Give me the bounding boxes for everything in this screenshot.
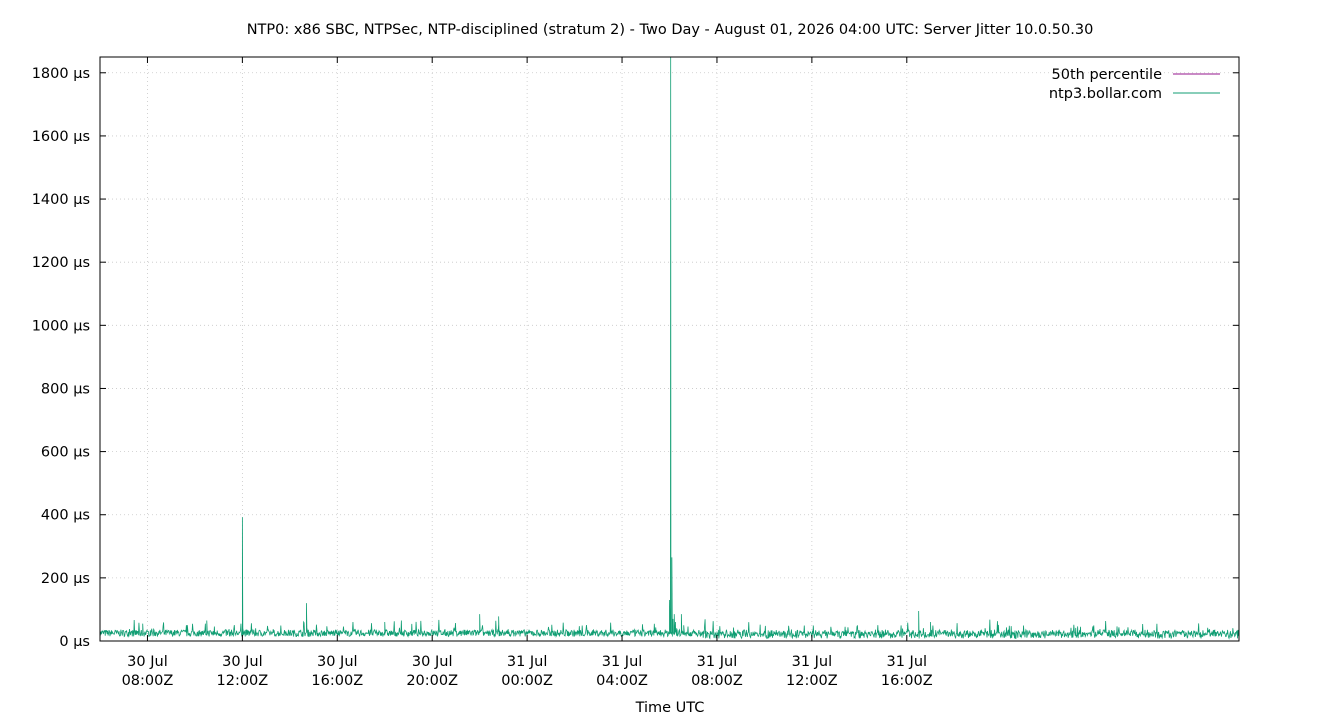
x-tick-label-date: 30 Jul bbox=[317, 654, 358, 670]
y-tick-label: 0 µs bbox=[59, 634, 90, 650]
y-tick-label: 600 µs bbox=[41, 445, 90, 461]
y-tick-label: 400 µs bbox=[41, 508, 90, 524]
legend-label: 50th percentile bbox=[1052, 67, 1163, 83]
x-tick-label-date: 31 Jul bbox=[792, 654, 833, 670]
x-tick-label-time: 08:00Z bbox=[691, 673, 743, 689]
x-tick-label-time: 16:00Z bbox=[881, 673, 933, 689]
x-tick-label-date: 31 Jul bbox=[602, 654, 643, 670]
x-tick-label-time: 00:00Z bbox=[501, 673, 553, 689]
plot-frame bbox=[99, 56, 1240, 642]
x-tick-label-date: 30 Jul bbox=[412, 654, 453, 670]
y-tick-label: 1600 µs bbox=[32, 129, 90, 145]
chart-title: NTP0: x86 SBC, NTPSec, NTP-disciplined (… bbox=[247, 22, 1094, 38]
x-tick-label-time: 04:00Z bbox=[596, 673, 648, 689]
x-tick-label-date: 31 Jul bbox=[507, 654, 548, 670]
x-tick-label-date: 30 Jul bbox=[127, 654, 168, 670]
x-tick-label-time: 16:00Z bbox=[311, 673, 363, 689]
y-tick-label: 1800 µs bbox=[32, 66, 90, 82]
y-tick-label: 1200 µs bbox=[32, 255, 90, 271]
x-tick-label-time: 08:00Z bbox=[122, 673, 174, 689]
grid bbox=[100, 57, 1239, 641]
y-tick-label: 200 µs bbox=[41, 571, 90, 587]
x-tick-label-time: 12:00Z bbox=[217, 673, 269, 689]
x-axis-label: Time UTC bbox=[635, 700, 705, 716]
x-tick-label-date: 31 Jul bbox=[887, 654, 928, 670]
plot-series bbox=[99, 56, 1240, 640]
y-tick-label: 1000 µs bbox=[32, 318, 90, 334]
legend-label: ntp3.bollar.com bbox=[1049, 86, 1162, 102]
series-line-ntp3 bbox=[99, 56, 1240, 640]
y-tick-label: 1400 µs bbox=[32, 192, 90, 208]
x-axis: 30 Jul 08:00Z 30 Jul 12:00Z 30 Jul 16:00Z 30 J… bbox=[122, 57, 933, 689]
x-tick-label-date: 31 Jul bbox=[697, 654, 738, 670]
y-tick-label: 800 µs bbox=[41, 381, 90, 397]
y-axis: 0 µs 200 µs 400 µs 600 µs 800 µs 1000 µs 1200 … bbox=[32, 66, 1239, 650]
x-tick-label-date: 30 Jul bbox=[222, 654, 263, 670]
x-tick-label-time: 20:00Z bbox=[406, 673, 458, 689]
legend: 50th percentile ntp3.bollar.com bbox=[1049, 67, 1220, 102]
x-tick-label-time: 12:00Z bbox=[786, 673, 838, 689]
